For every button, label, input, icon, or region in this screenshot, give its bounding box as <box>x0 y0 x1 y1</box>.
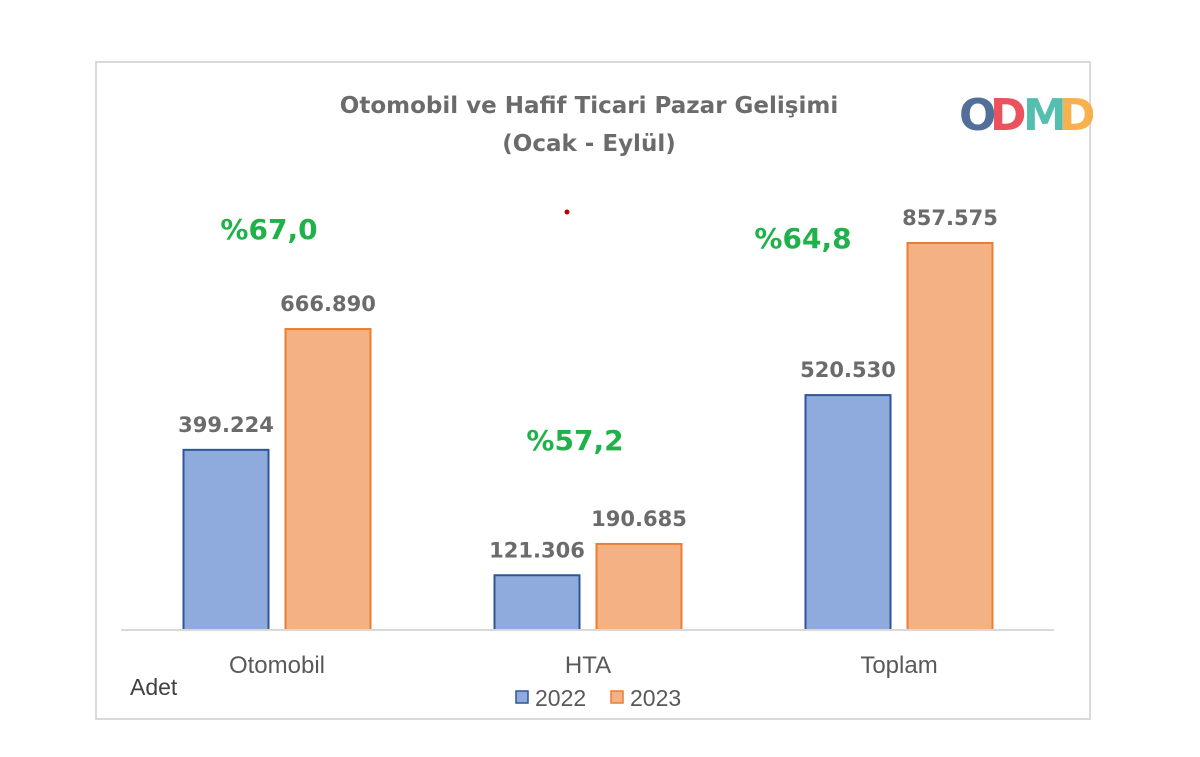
bar-2023-toplam <box>906 242 994 631</box>
chart-subtitle: (Ocak - Eylül) <box>502 131 675 157</box>
data-label-2022-hta: 121.306 <box>489 538 585 562</box>
data-label-2023-hta: 190.685 <box>591 507 687 531</box>
data-label-2023-otomobil: 666.890 <box>280 292 376 316</box>
growth-label-toplam: %64,8 <box>754 222 851 255</box>
category-label-hta: HTA <box>565 652 611 679</box>
unit-label: Adet <box>130 674 178 700</box>
stray-dot <box>564 209 570 215</box>
bar-2023-otomobil <box>284 328 372 631</box>
chart-frame: Otomobil ve Hafif Ticari Pazar Gelişimi … <box>95 61 1093 720</box>
logo-letter-3: M <box>1023 90 1067 141</box>
category-labels: Otomobil HTA Toplam <box>229 652 938 679</box>
legend-swatch-2023 <box>610 690 624 704</box>
category-label-toplam: Toplam <box>860 652 937 679</box>
chart-title: Otomobil ve Hafif Ticari Pazar Gelişimi <box>340 93 838 119</box>
legend: 2022 2023 <box>515 685 681 711</box>
bar-2022-hta <box>493 574 581 631</box>
legend-label-2023: 2023 <box>630 685 681 711</box>
bar-chart: Otomobil ve Hafif Ticari Pazar Gelişimi … <box>121 90 1093 711</box>
data-label-2022-otomobil: 399.224 <box>178 413 274 437</box>
data-label-2022-toplam: 520.530 <box>800 358 896 382</box>
bar-2022-otomobil <box>182 448 270 631</box>
legend-label-2022: 2022 <box>535 685 586 711</box>
logo-letter-2: D <box>990 90 1027 141</box>
category-label-otomobil: Otomobil <box>229 652 325 679</box>
logo-letter-1: O <box>959 90 996 141</box>
logo-letter-4: D <box>1059 90 1093 141</box>
growth-label-hta: %57,2 <box>526 424 623 457</box>
bar-2023-hta <box>595 542 683 631</box>
bar-2022-toplam <box>804 394 892 631</box>
data-label-2023-toplam: 857.575 <box>902 206 998 230</box>
growth-label-otomobil: %67,0 <box>220 213 317 246</box>
legend-swatch-2022 <box>515 690 529 704</box>
